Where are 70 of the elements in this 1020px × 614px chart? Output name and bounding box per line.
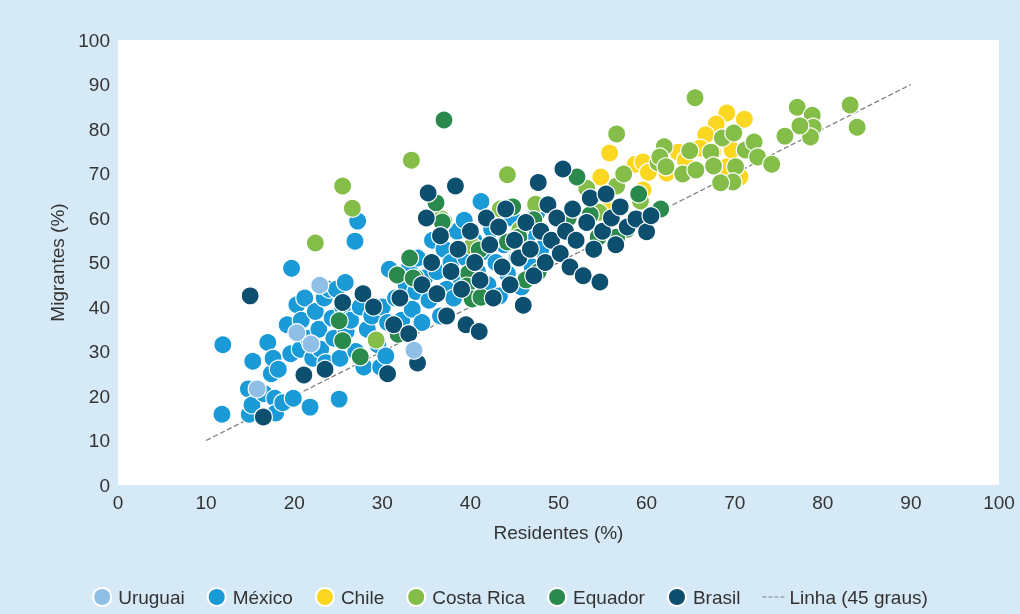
point: [434, 110, 454, 130]
legend-label: Brasil: [692, 586, 741, 608]
legend-label: Chile: [340, 586, 385, 608]
y-tick-label: 10: [88, 430, 110, 451]
point: [847, 117, 867, 137]
point: [787, 97, 807, 117]
point: [790, 116, 810, 136]
point: [656, 157, 676, 177]
point: [748, 147, 768, 167]
y-tick-label: 50: [88, 252, 110, 273]
point: [762, 154, 782, 174]
point: [744, 132, 764, 152]
x-tick-label: 20: [283, 492, 305, 513]
point: [775, 126, 795, 146]
x-axis-title: Residentes (%): [493, 522, 624, 543]
point: [840, 95, 860, 115]
x-tick-label: 40: [459, 492, 481, 513]
x-tick-label: 90: [900, 492, 922, 513]
point: [717, 103, 737, 123]
point: [287, 323, 307, 343]
point: [734, 109, 754, 129]
point: [387, 265, 407, 285]
point: [333, 176, 353, 196]
point: [404, 340, 424, 360]
legend-label: México: [232, 586, 293, 608]
point: [305, 233, 325, 253]
point: [497, 165, 517, 185]
point: [247, 379, 267, 399]
y-tick-label: 0: [99, 474, 110, 496]
point: [685, 88, 705, 108]
y-tick-label: 60: [88, 207, 110, 229]
x-tick-label: 70: [724, 492, 746, 513]
point: [686, 160, 706, 180]
point: [333, 331, 353, 351]
y-tick-label: 30: [88, 341, 110, 362]
y-tick-label: 80: [88, 118, 110, 140]
point: [614, 164, 634, 184]
point: [400, 248, 420, 268]
legend-label: Costa Rica: [432, 586, 526, 608]
point: [301, 334, 321, 354]
point: [310, 275, 330, 295]
point: [607, 124, 627, 144]
x-tick-label: 30: [371, 492, 393, 513]
point: [342, 198, 362, 218]
legend-label: Equador: [573, 586, 646, 608]
x-tick-label: 10: [195, 492, 217, 513]
point: [724, 123, 744, 143]
point: [567, 167, 587, 187]
y-tick-label: 40: [88, 296, 110, 318]
point: [591, 167, 611, 187]
y-axis-title: Migrantes (%): [47, 203, 69, 322]
point: [711, 173, 731, 193]
point: [703, 156, 724, 176]
point: [401, 150, 421, 170]
y-tick-label: 70: [88, 163, 110, 184]
legend-label: Linha (45 graus): [789, 586, 928, 608]
y-tick-label: 90: [88, 74, 110, 95]
y-tick-label: 20: [88, 385, 110, 407]
x-tick-label: 80: [812, 492, 834, 513]
point: [366, 330, 386, 350]
point: [329, 311, 349, 331]
point: [600, 143, 620, 163]
x-tick-label: 0: [112, 492, 124, 513]
point: [350, 347, 370, 367]
x-tick-label: 60: [636, 492, 658, 513]
point: [680, 141, 700, 161]
x-tick-label: 100: [983, 492, 1015, 513]
legend-label: Uruguai: [118, 586, 185, 608]
y-tick-label: 100: [78, 29, 110, 51]
x-tick-label: 50: [547, 492, 570, 513]
